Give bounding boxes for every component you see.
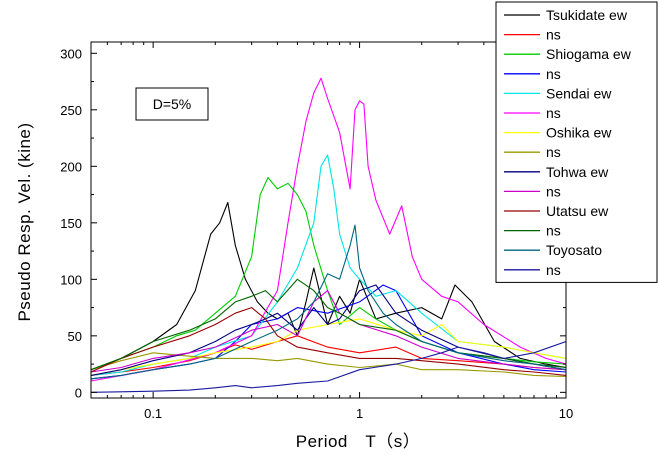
- y-tick-label: 250: [60, 103, 82, 118]
- x-axis-title: Period T（s）: [296, 432, 421, 451]
- series-line-11: [91, 307, 566, 376]
- legend-frame: [495, 1, 658, 283]
- annotation-label: D=5%: [153, 96, 192, 112]
- legend-label-3: Shiogama ew: [546, 46, 632, 62]
- legend-label-8: ns: [546, 144, 561, 160]
- legend-label-9: Tohwa ew: [546, 164, 609, 180]
- legend-label-11: Utatsu ew: [546, 203, 609, 219]
- legend-label-2: ns: [546, 27, 561, 43]
- annotation-box: D=5%: [135, 87, 209, 121]
- legend-label-12: ns: [546, 223, 561, 239]
- legend-label-13: Toyosato: [546, 242, 602, 258]
- x-axis: 0.1 1 10: [90, 42, 573, 421]
- legend-label-5: Sendai ew: [546, 85, 612, 101]
- y-tick-label: 300: [60, 46, 82, 61]
- x-tick-label: 10: [559, 406, 573, 421]
- y-tick-label: 0: [75, 385, 82, 400]
- series-line-5: [91, 154, 566, 376]
- legend-label-7: Oshika ew: [546, 125, 612, 141]
- x-tick-label: 0.1: [144, 406, 162, 421]
- series-line-14: [91, 340, 566, 393]
- legend: Tsukidate ew ns Shiogama ew ns Sendai ew ns Os…: [495, 1, 658, 283]
- y-axis: 0 50 100 150 200 250 300: [60, 46, 566, 400]
- legend-label-14: ns: [546, 262, 561, 278]
- series-line-10: [91, 290, 566, 373]
- legend-label-6: ns: [546, 105, 561, 121]
- y-tick-label: 150: [60, 216, 82, 231]
- y-tick-label: 100: [60, 272, 82, 287]
- legend-label-10: ns: [546, 183, 561, 199]
- y-tick-label: 50: [68, 329, 82, 344]
- x-tick-label: 1: [356, 406, 363, 421]
- y-tick-label: 200: [60, 159, 82, 174]
- plot-lines: [91, 77, 566, 393]
- y-axis-title: Pseudo Resp. Vel. (kine): [15, 122, 34, 321]
- annotation-frame: [135, 87, 209, 121]
- series-line-8: [91, 352, 566, 378]
- series-line-1: [91, 201, 566, 371]
- series-line-6: [91, 77, 566, 382]
- legend-label-4: ns: [546, 66, 561, 82]
- series-line-13: [91, 224, 566, 380]
- legend-label-1: Tsukidate ew: [546, 7, 628, 23]
- series-line-9: [91, 284, 566, 376]
